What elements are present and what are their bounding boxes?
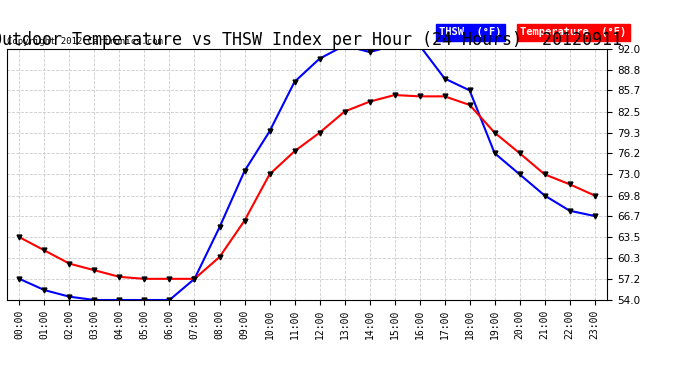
Text: Temperature  (°F): Temperature (°F) (520, 27, 627, 38)
Text: THSW  (°F): THSW (°F) (439, 27, 502, 38)
Text: Copyright 2012 Cartronics.com: Copyright 2012 Cartronics.com (7, 37, 163, 46)
Title: Outdoor Temperature vs THSW Index per Hour (24 Hours)  20120911: Outdoor Temperature vs THSW Index per Ho… (0, 31, 622, 49)
